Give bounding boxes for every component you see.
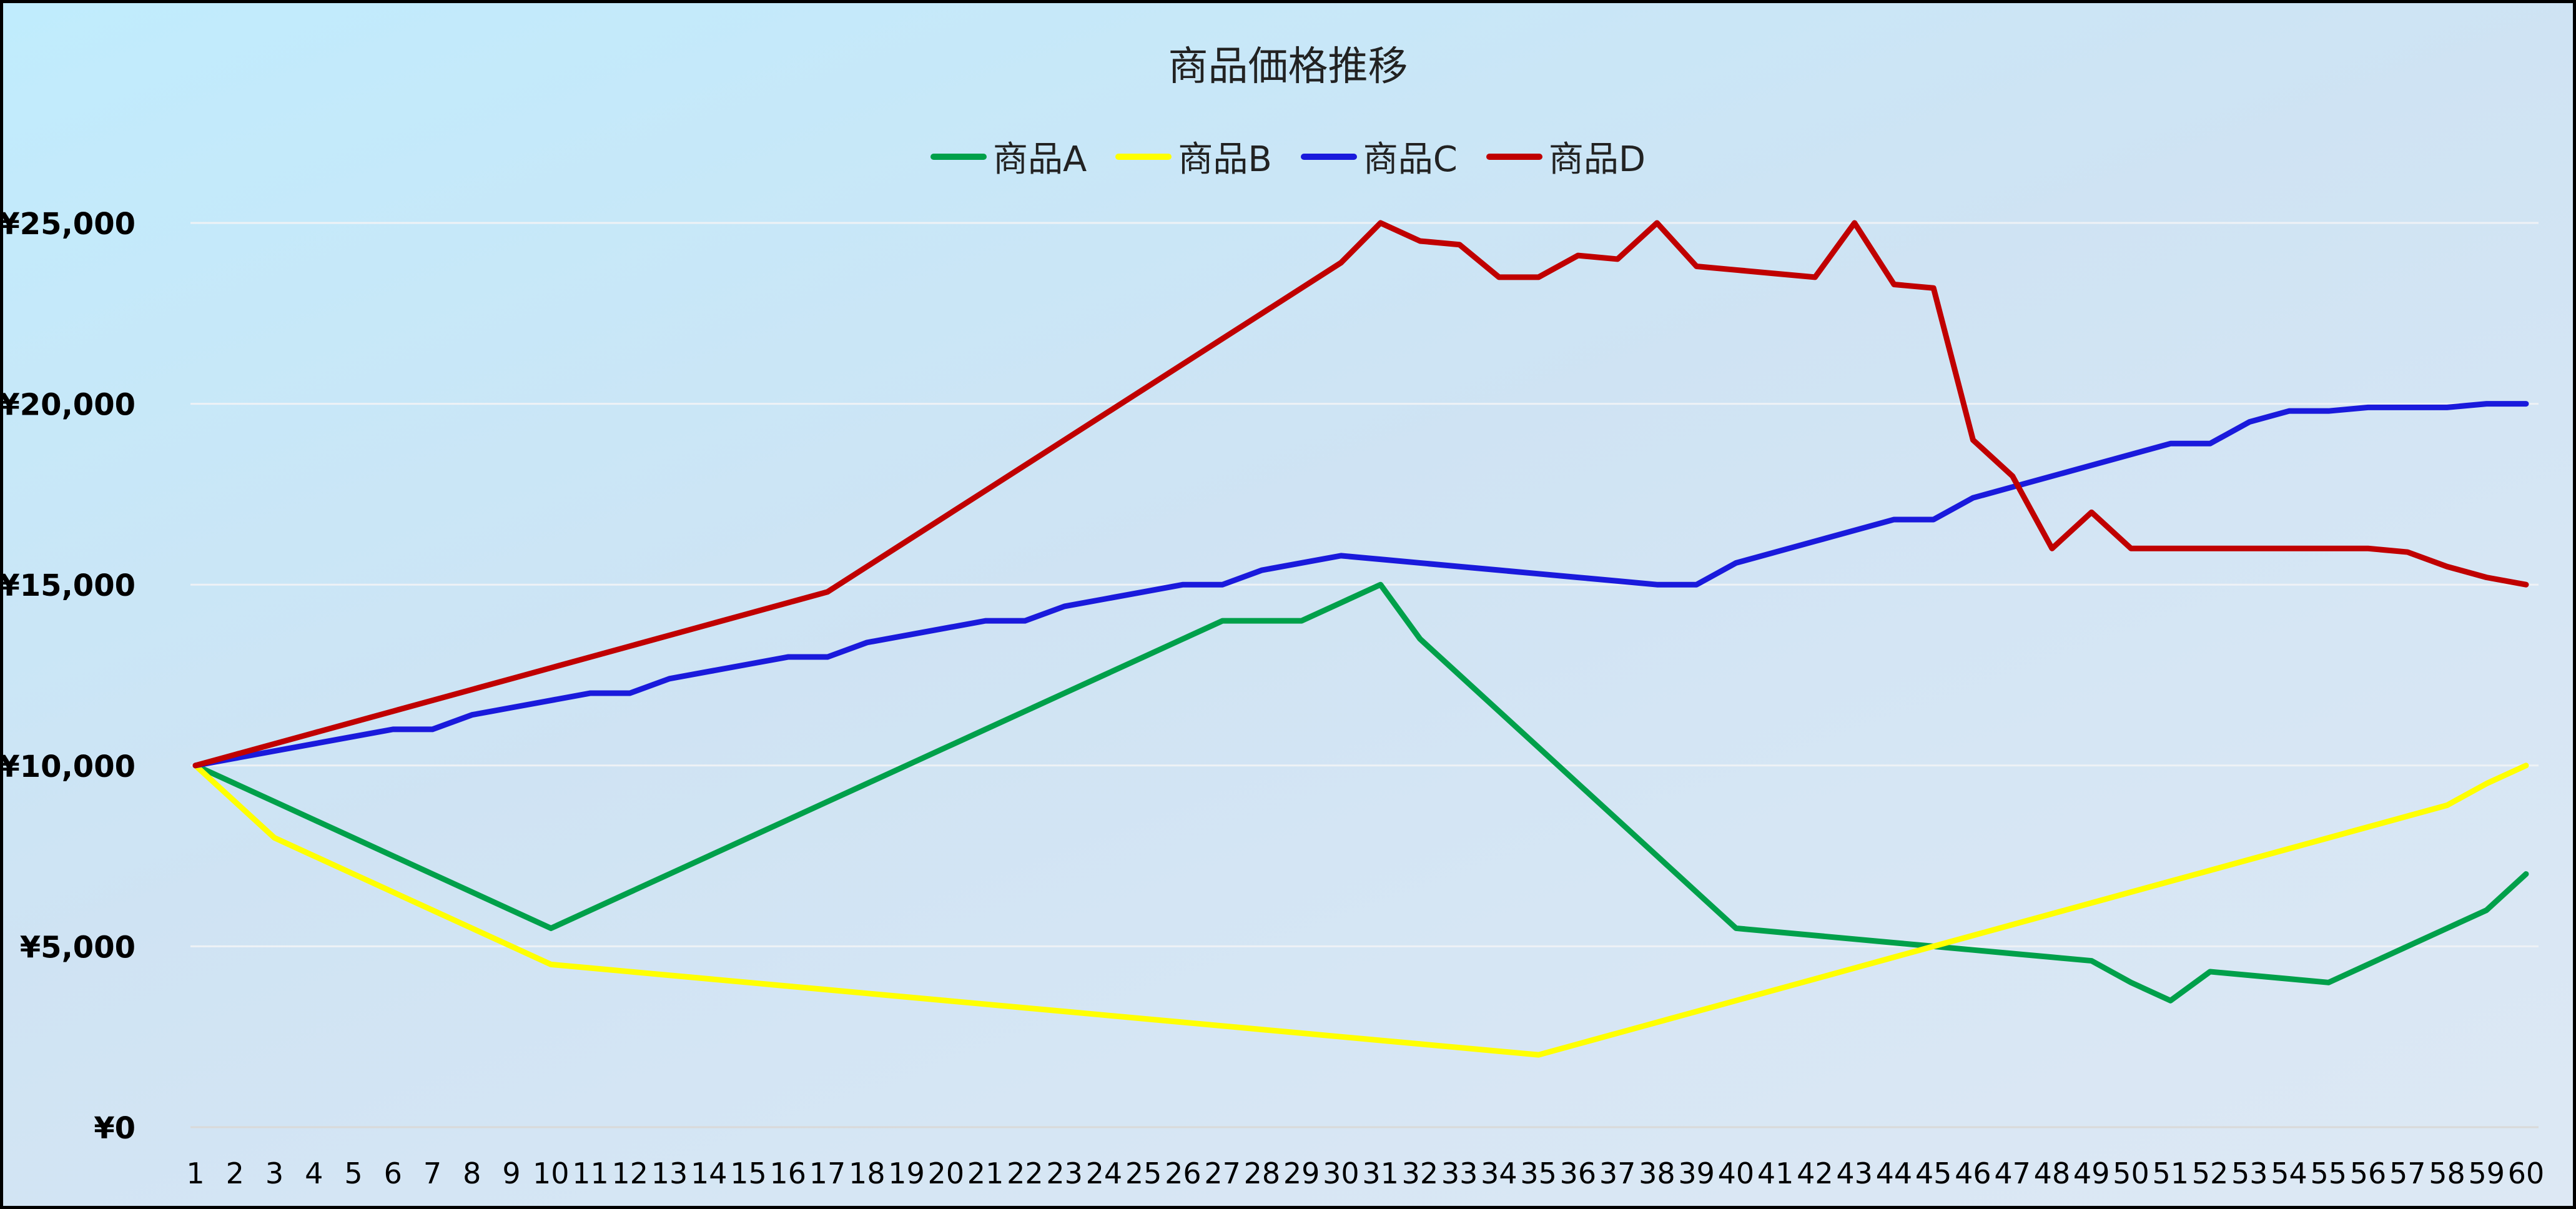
x-tick-label: 24 bbox=[1086, 1157, 1123, 1190]
x-tick-label: 7 bbox=[423, 1157, 442, 1190]
y-tick-label: ¥20,000 bbox=[3, 388, 136, 423]
x-tick-label: 53 bbox=[2231, 1157, 2268, 1190]
x-tick-label: 9 bbox=[502, 1157, 520, 1190]
x-tick-label: 34 bbox=[1481, 1157, 1517, 1190]
y-tick-label: ¥10,000 bbox=[3, 749, 136, 784]
legend-swatch-a bbox=[930, 153, 987, 160]
x-tick-label: 22 bbox=[1007, 1157, 1044, 1190]
x-tick-label: 17 bbox=[809, 1157, 846, 1190]
y-axis-labels: ¥0 ¥5,000 ¥10,000 ¥15,000 ¥20,000 ¥25,000 bbox=[3, 207, 136, 1146]
x-tick-label: 20 bbox=[928, 1157, 965, 1190]
legend: 商品A 商品B 商品C 商品D bbox=[3, 131, 2573, 182]
x-tick-label: 5 bbox=[344, 1157, 362, 1190]
x-tick-label: 44 bbox=[1876, 1157, 1913, 1190]
y-tick-label: ¥5,000 bbox=[20, 930, 136, 965]
x-tick-label: 11 bbox=[572, 1157, 609, 1190]
legend-label-d: 商品D bbox=[1548, 139, 1646, 180]
legend-swatch-c bbox=[1300, 153, 1357, 160]
x-tick-label: 21 bbox=[967, 1157, 1004, 1190]
x-tick-label: 38 bbox=[1639, 1157, 1675, 1190]
legend-item-a[interactable]: 商品A bbox=[930, 131, 1087, 182]
series-lines bbox=[192, 220, 2529, 1058]
x-tick-label: 52 bbox=[2192, 1157, 2229, 1190]
chart-title: 商品価格推移 bbox=[1168, 44, 1408, 90]
x-tick-label: 45 bbox=[1915, 1157, 1952, 1190]
x-tick-label: 39 bbox=[1678, 1157, 1715, 1190]
series-line[interactable] bbox=[192, 401, 2529, 769]
gridlines bbox=[190, 222, 2539, 1128]
x-tick-label: 19 bbox=[888, 1157, 925, 1190]
x-tick-label: 57 bbox=[2389, 1157, 2426, 1190]
y-tick-label: ¥25,000 bbox=[3, 207, 136, 242]
x-tick-label: 51 bbox=[2152, 1157, 2189, 1190]
x-tick-label: 60 bbox=[2508, 1157, 2545, 1190]
x-axis-labels: 1 2 3 4 5 6 7 8 9 10 11 12 13 14 15 16 17 18 19 20 21 22 23 24 2… bbox=[186, 1157, 2544, 1190]
x-tick-label: 56 bbox=[2350, 1157, 2387, 1190]
x-tick-label: 2 bbox=[226, 1157, 244, 1190]
x-tick-label: 41 bbox=[1757, 1157, 1794, 1190]
x-tick-label: 40 bbox=[1718, 1157, 1755, 1190]
x-tick-label: 37 bbox=[1599, 1157, 1636, 1190]
x-tick-label: 49 bbox=[2073, 1157, 2110, 1190]
x-tick-label: 43 bbox=[1836, 1157, 1873, 1190]
x-tick-label: 30 bbox=[1323, 1157, 1360, 1190]
x-tick-label: 12 bbox=[612, 1157, 649, 1190]
x-tick-label: 47 bbox=[1994, 1157, 2031, 1190]
x-tick-label: 26 bbox=[1165, 1157, 1202, 1190]
x-tick-label: 42 bbox=[1797, 1157, 1833, 1190]
x-tick-label: 16 bbox=[770, 1157, 807, 1190]
x-tick-label: 13 bbox=[651, 1157, 688, 1190]
legend-item-d[interactable]: 商品D bbox=[1486, 131, 1646, 182]
y-tick-label: ¥0 bbox=[94, 1111, 136, 1146]
x-tick-label: 3 bbox=[265, 1157, 284, 1190]
series-line[interactable] bbox=[192, 762, 2529, 1058]
legend-swatch-b bbox=[1115, 153, 1172, 160]
legend-label-b: 商品B bbox=[1178, 139, 1272, 180]
series-line[interactable] bbox=[192, 220, 2529, 769]
legend-item-b[interactable]: 商品B bbox=[1115, 131, 1272, 182]
x-tick-label: 18 bbox=[849, 1157, 886, 1190]
x-tick-label: 32 bbox=[1402, 1157, 1439, 1190]
x-tick-label: 27 bbox=[1204, 1157, 1241, 1190]
legend-item-c[interactable]: 商品C bbox=[1300, 131, 1458, 182]
x-tick-label: 36 bbox=[1560, 1157, 1597, 1190]
x-tick-label: 29 bbox=[1283, 1157, 1320, 1190]
x-tick-label: 28 bbox=[1244, 1157, 1281, 1190]
x-tick-label: 58 bbox=[2429, 1157, 2465, 1190]
x-tick-label: 35 bbox=[1520, 1157, 1557, 1190]
x-tick-label: 4 bbox=[305, 1157, 323, 1190]
y-tick-label: ¥15,000 bbox=[3, 568, 136, 603]
x-tick-label: 33 bbox=[1441, 1157, 1478, 1190]
x-tick-label: 10 bbox=[533, 1157, 570, 1190]
x-tick-label: 55 bbox=[2310, 1157, 2347, 1190]
legend-swatch-d bbox=[1486, 153, 1542, 160]
x-tick-label: 59 bbox=[2468, 1157, 2505, 1190]
x-tick-label: 1 bbox=[186, 1157, 204, 1190]
x-tick-label: 31 bbox=[1362, 1157, 1399, 1190]
x-tick-label: 6 bbox=[384, 1157, 402, 1190]
legend-label-c: 商品C bbox=[1363, 139, 1458, 180]
x-tick-label: 14 bbox=[691, 1157, 728, 1190]
x-tick-label: 23 bbox=[1046, 1157, 1083, 1190]
x-tick-label: 54 bbox=[2271, 1157, 2307, 1190]
x-tick-label: 8 bbox=[463, 1157, 481, 1190]
legend-label-a: 商品A bbox=[993, 139, 1087, 180]
x-tick-label: 15 bbox=[730, 1157, 767, 1190]
x-tick-label: 48 bbox=[2034, 1157, 2071, 1190]
x-tick-label: 25 bbox=[1125, 1157, 1162, 1190]
x-tick-label: 50 bbox=[2113, 1157, 2149, 1190]
series-line[interactable] bbox=[192, 581, 2529, 1004]
x-tick-label: 46 bbox=[1955, 1157, 1991, 1190]
